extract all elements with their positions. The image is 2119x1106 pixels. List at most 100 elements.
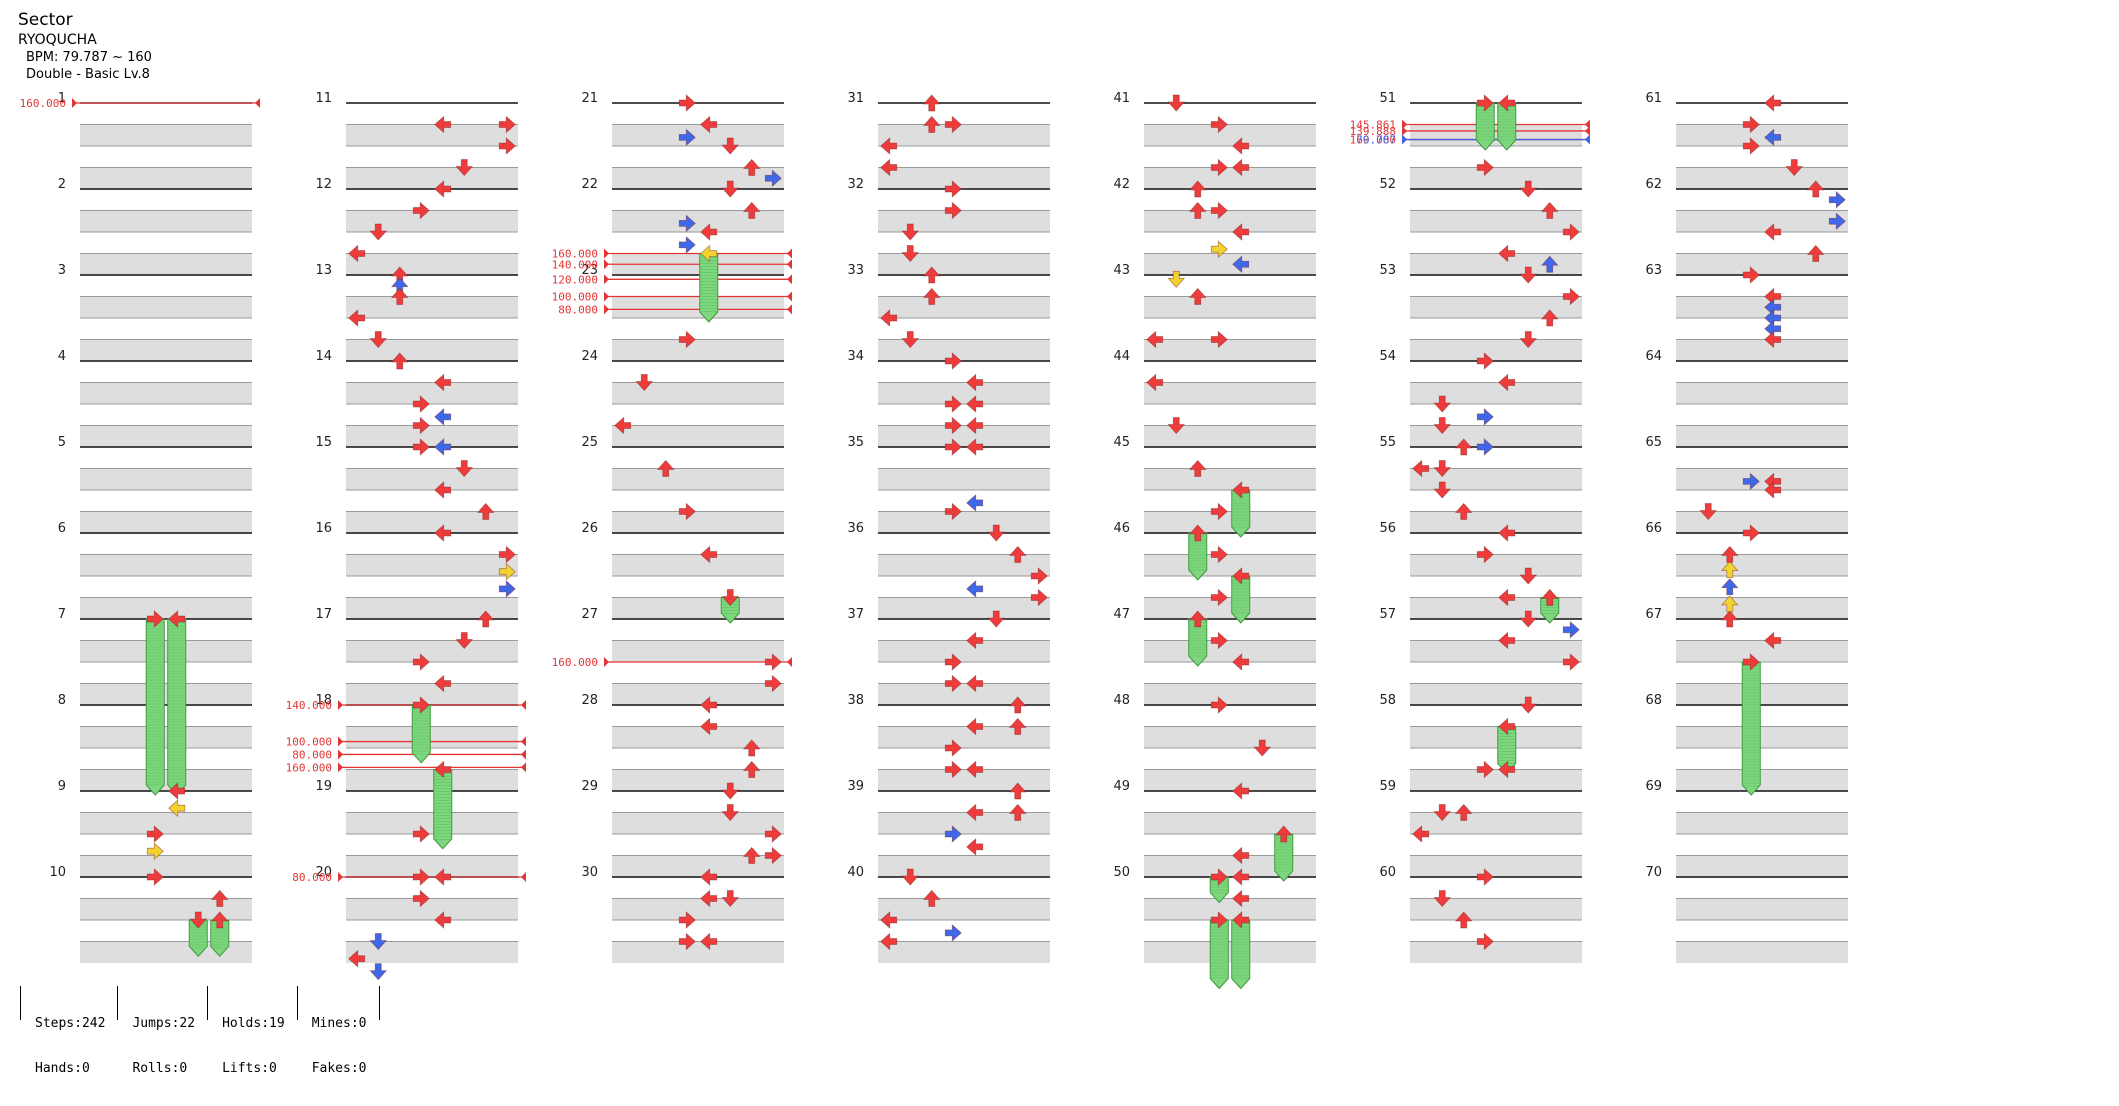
right-arrow-icon [1210,631,1228,650]
left-arrow-icon [1764,631,1782,650]
beat-band [346,339,518,361]
bpm-value: 160.000 [1350,134,1396,147]
lifts-count: Lifts:0 [222,1061,277,1076]
beat-band [80,425,252,447]
beat-band [878,167,1050,189]
right-arrow-icon [498,562,516,581]
bpm-value: 160.000 [552,656,598,669]
up-arrow-icon [1540,201,1559,219]
right-arrow-icon [678,236,696,254]
up-arrow-icon [1188,180,1207,198]
measure-number: 54 [1379,349,1396,364]
right-arrow-icon [678,94,696,112]
down-arrow-icon [721,137,740,155]
measure-number: 17 [315,607,332,622]
bpm-marker [1585,125,1590,136]
beat-band [1676,339,1848,361]
beat-band [1144,253,1316,275]
measure-number: 55 [1379,435,1396,450]
bpm-marker [787,657,792,667]
beat-band [80,468,252,490]
right-arrow-icon [146,825,164,843]
measure-number: 70 [1645,865,1662,880]
up-arrow-icon [1188,610,1207,628]
right-arrow-icon [146,868,164,886]
beat-band [1676,210,1848,232]
down-arrow-icon [901,223,920,241]
beat-band [80,941,252,963]
bpm-value: 140.000 [552,258,598,271]
up-arrow-icon [742,846,761,864]
left-arrow-icon [1498,244,1516,263]
left-arrow-icon [434,868,452,886]
left-arrow-icon [348,244,366,263]
down-arrow-icon [721,890,740,908]
measure-number: 46 [1113,521,1130,536]
up-arrow-icon [742,201,761,219]
bpm-marker [72,98,77,108]
right-arrow-icon [944,416,962,435]
right-arrow-icon [1476,408,1494,426]
beat-band [346,769,518,791]
beat-band [1676,683,1848,705]
beat-band [1410,855,1582,877]
left-arrow-icon [1764,481,1782,499]
right-arrow-icon [944,760,962,779]
beat-band [878,296,1050,318]
beat-band [346,253,518,275]
left-arrow-icon [700,868,718,886]
beat-band [612,640,784,662]
bpm-value: 100.000 [286,736,332,749]
bpm-marker [787,248,792,259]
up-arrow-icon [476,502,495,520]
right-arrow-icon [1476,760,1494,779]
right-arrow-icon [1562,653,1580,671]
measure-number: 8 [58,693,66,708]
right-arrow-icon [1030,567,1048,585]
left-arrow-icon [1232,889,1250,908]
beat-band [80,640,252,662]
left-arrow-icon [1412,459,1430,478]
beat-band [80,296,252,318]
beat-band [612,898,784,920]
left-arrow-icon [434,373,452,392]
stats-col-1: Steps:242 Hands:0 [20,986,117,1076]
right-arrow-icon [1476,545,1494,564]
beat-band [1410,597,1582,619]
measure-number: 36 [847,521,864,536]
measure-number: 43 [1113,263,1130,278]
beat-band [346,597,518,619]
beat-band [878,210,1050,232]
measure-number: 32 [847,177,864,192]
left-arrow-icon [1764,128,1782,147]
beat-band [80,812,252,834]
left-arrow-icon [700,889,718,908]
beat-band [1144,855,1316,877]
measure-number: 51 [1379,91,1396,106]
beat-band [878,640,1050,662]
right-arrow-icon [678,502,696,521]
left-arrow-icon [700,244,718,263]
measure-number: 2 [58,177,66,192]
left-arrow-icon [168,799,186,818]
left-arrow-icon [1232,868,1250,886]
left-arrow-icon [1764,223,1782,241]
bpm-marker [787,274,792,285]
measure-number: 29 [581,779,598,794]
beat-band [1676,511,1848,533]
bpm-value: 160.000 [286,761,332,774]
left-arrow-icon [434,438,452,456]
bpm-marker [255,98,260,108]
beat-band [80,339,252,361]
right-arrow-icon [944,674,962,693]
right-arrow-icon [412,868,430,886]
beat-band [1676,769,1848,791]
right-arrow-icon [412,825,430,843]
beat-band [346,640,518,662]
beat-band [1144,898,1316,920]
beat-band [80,769,252,791]
beat-band [612,425,784,447]
down-arrow-icon [1167,417,1186,435]
bpm-value: 80.000 [558,303,598,316]
beat-band [346,941,518,963]
